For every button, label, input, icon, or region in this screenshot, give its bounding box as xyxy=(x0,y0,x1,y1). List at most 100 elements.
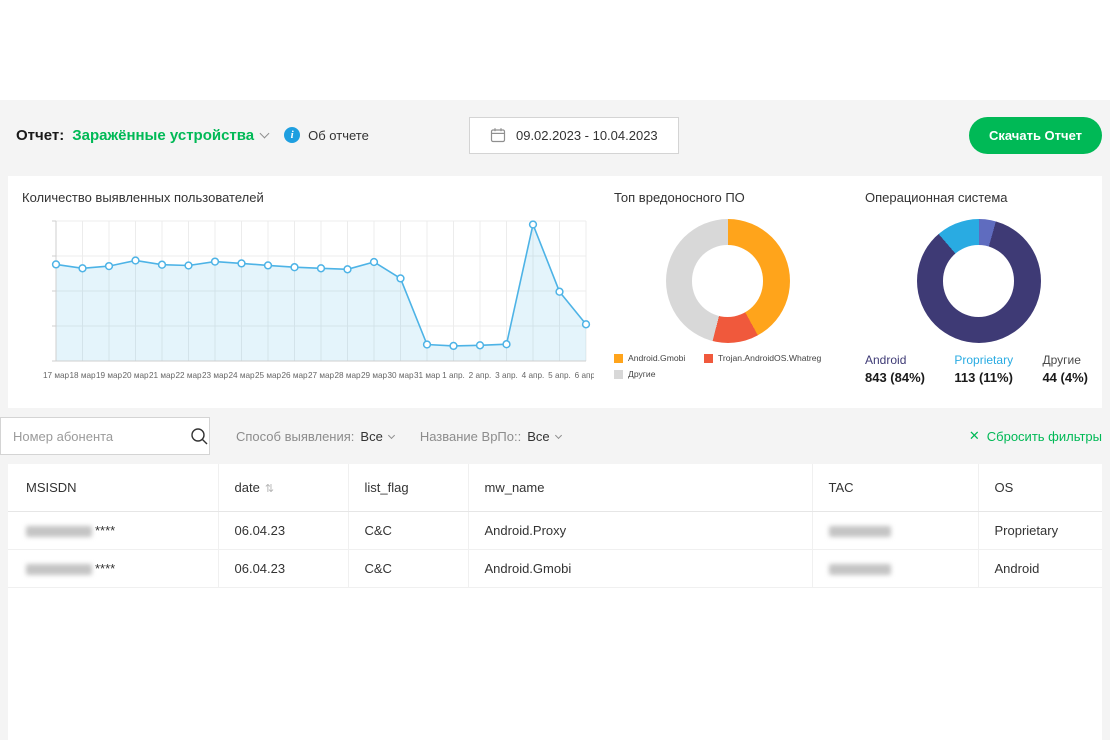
search-button[interactable] xyxy=(189,426,209,446)
cell-tac xyxy=(812,550,978,588)
column-header-msisdn: MSISDN xyxy=(8,464,218,512)
detection-filter-group: Способ выявления: Все xyxy=(236,429,394,444)
svg-text:28 мар: 28 мар xyxy=(334,371,361,380)
users-line-chart: 17 мар18 мар19 мар20 мар21 мар22 мар23 м… xyxy=(22,211,594,387)
os-stat-proprietary: Proprietary 113 (11%) xyxy=(954,353,1013,385)
table-header-row: MSISDN date⇅ list_flag mw_name TAC OS xyxy=(8,464,1102,512)
about-report-label: Об отчете xyxy=(308,128,369,143)
malware-chart-section: Топ вредоносного ПО Android.Gmobi Trojan… xyxy=(600,176,851,408)
cell-tac xyxy=(812,512,978,550)
cell-date: 06.04.23 xyxy=(218,512,348,550)
cell-list-flag: C&C xyxy=(348,550,468,588)
os-stat-other: Другие 44 (4%) xyxy=(1042,353,1088,385)
chevron-down-icon xyxy=(388,431,395,438)
svg-text:17 мар: 17 мар xyxy=(43,371,70,380)
close-icon: ✕ xyxy=(969,428,980,444)
sort-icon: ⇅ xyxy=(265,483,274,495)
search-input[interactable] xyxy=(13,429,189,444)
svg-text:21 мар: 21 мар xyxy=(149,371,176,380)
malware-donut-chart xyxy=(666,219,790,343)
detection-filter-select[interactable]: Все xyxy=(360,429,393,444)
results-table: MSISDN date⇅ list_flag mw_name TAC OS **… xyxy=(8,464,1102,588)
os-chart-section: Операционная система Android 843 (84%) P… xyxy=(851,176,1102,408)
svg-text:23 мар: 23 мар xyxy=(202,371,229,380)
svg-text:5 апр.: 5 апр. xyxy=(548,371,571,380)
svg-text:29 мар: 29 мар xyxy=(361,371,388,380)
svg-text:19 мар: 19 мар xyxy=(96,371,123,380)
chevron-down-icon xyxy=(555,431,562,438)
svg-text:26 мар: 26 мар xyxy=(281,371,308,380)
svg-text:2 апр.: 2 апр. xyxy=(469,371,492,380)
svg-text:1 апр.: 1 апр. xyxy=(442,371,465,380)
column-header-os: OS xyxy=(978,464,1102,512)
malware-chart-title: Топ вредоносного ПО xyxy=(614,190,841,205)
malware-filter-label: Название ВрПо:: xyxy=(420,429,521,444)
os-stats: Android 843 (84%) Proprietary 113 (11%) … xyxy=(865,353,1092,385)
table-row: **** 06.04.23 C&C Android.Proxy Propriet… xyxy=(8,512,1102,550)
os-chart-title: Операционная система xyxy=(865,190,1092,205)
svg-text:3 апр.: 3 апр. xyxy=(495,371,518,380)
search-icon xyxy=(189,426,209,446)
cell-os: Android xyxy=(978,550,1102,588)
legend-swatch xyxy=(614,370,623,379)
download-report-button[interactable]: Скачать Отчет xyxy=(969,117,1102,154)
svg-text:31 мар: 31 мар xyxy=(414,371,441,380)
filter-bar: Способ выявления: Все Название ВрПо:: Вс… xyxy=(0,416,1102,456)
column-header-mw-name: mw_name xyxy=(468,464,812,512)
about-report-link[interactable]: i Об отчете xyxy=(284,127,369,143)
column-header-list-flag: list_flag xyxy=(348,464,468,512)
legend-item: Android.Gmobi xyxy=(614,353,700,363)
legend-item: Trojan.AndroidOS.Whatreg xyxy=(704,353,841,363)
cell-os: Proprietary xyxy=(978,512,1102,550)
date-range-text: 09.02.2023 - 10.04.2023 xyxy=(516,128,658,143)
masked-msisdn xyxy=(26,526,92,537)
top-whitespace xyxy=(0,0,1110,100)
charts-card: Количество выявленных пользователей 17 м… xyxy=(8,176,1102,408)
reset-filters-button[interactable]: ✕ Сбросить фильтры xyxy=(969,428,1102,444)
report-label: Отчет: xyxy=(16,127,64,144)
detection-filter-label: Способ выявления: xyxy=(236,429,354,444)
report-name: Заражённые устройства xyxy=(72,127,254,144)
cell-msisdn: **** xyxy=(8,550,218,588)
svg-text:22 мар: 22 мар xyxy=(175,371,202,380)
subscriber-search-box xyxy=(0,417,210,455)
info-icon: i xyxy=(284,127,300,143)
cell-mw-name: Android.Proxy xyxy=(468,512,812,550)
date-range-picker[interactable]: 09.02.2023 - 10.04.2023 xyxy=(469,117,679,154)
svg-text:6 апр.: 6 апр. xyxy=(575,371,594,380)
svg-text:4 апр.: 4 апр. xyxy=(522,371,545,380)
malware-filter-group: Название ВрПо:: Все xyxy=(420,429,561,444)
cell-msisdn: **** xyxy=(8,512,218,550)
cell-mw-name: Android.Gmobi xyxy=(468,550,812,588)
infected-devices-dashboard: Отчет: Заражённые устройства i Об отчете… xyxy=(0,0,1110,740)
os-donut-chart xyxy=(917,219,1041,343)
svg-text:27 мар: 27 мар xyxy=(308,371,335,380)
cell-list-flag: C&C xyxy=(348,512,468,550)
svg-text:25 мар: 25 мар xyxy=(255,371,282,380)
column-header-date[interactable]: date⇅ xyxy=(218,464,348,512)
svg-text:20 мар: 20 мар xyxy=(122,371,149,380)
masked-msisdn xyxy=(26,564,92,575)
svg-text:24 мар: 24 мар xyxy=(228,371,255,380)
results-table-card: MSISDN date⇅ list_flag mw_name TAC OS **… xyxy=(8,464,1102,740)
report-header: Отчет: Заражённые устройства i Об отчете… xyxy=(0,100,1110,170)
users-chart-section: Количество выявленных пользователей 17 м… xyxy=(8,176,600,408)
legend-item: Другие xyxy=(614,369,700,379)
legend-swatch xyxy=(614,354,623,363)
report-type-dropdown[interactable]: Заражённые устройства xyxy=(72,127,268,144)
cell-date: 06.04.23 xyxy=(218,550,348,588)
svg-text:30 мар: 30 мар xyxy=(387,371,414,380)
table-row: **** 06.04.23 C&C Android.Gmobi Android xyxy=(8,550,1102,588)
malware-filter-select[interactable]: Все xyxy=(527,429,560,444)
calendar-icon xyxy=(490,127,506,143)
legend-swatch xyxy=(704,354,713,363)
users-chart-title: Количество выявленных пользователей xyxy=(22,190,594,205)
masked-tac xyxy=(829,564,891,575)
os-stat-android: Android 843 (84%) xyxy=(865,353,925,385)
masked-tac xyxy=(829,526,891,537)
malware-legend: Android.Gmobi Trojan.AndroidOS.Whatreg Д… xyxy=(614,353,841,379)
chevron-down-icon xyxy=(260,128,270,138)
svg-text:18 мар: 18 мар xyxy=(69,371,96,380)
column-header-tac: TAC xyxy=(812,464,978,512)
dashboard-body: Отчет: Заражённые устройства i Об отчете… xyxy=(0,100,1110,740)
